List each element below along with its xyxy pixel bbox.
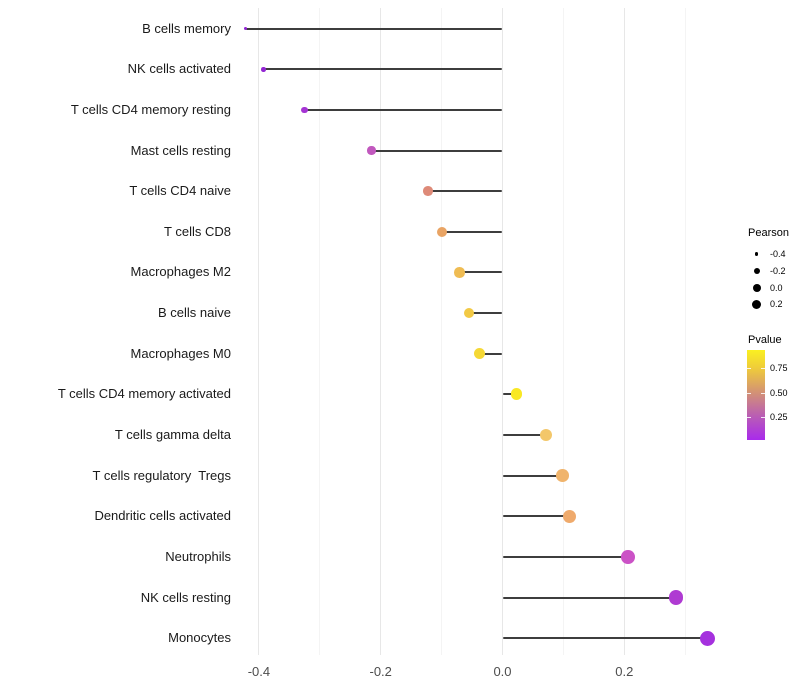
y-axis-label: T cells regulatory Tregs xyxy=(92,467,231,483)
y-axis-label: B cells naive xyxy=(158,305,231,321)
y-axis-label: Neutrophils xyxy=(165,548,231,564)
x-tick-label: 0.0 xyxy=(493,664,512,679)
minor-gridline xyxy=(684,8,686,655)
major-gridline xyxy=(502,8,503,655)
colorbar-tick-right xyxy=(761,392,765,394)
lollipop-stem xyxy=(428,190,503,193)
x-tick-label: -0.4 xyxy=(247,664,271,679)
major-gridline xyxy=(258,8,260,655)
lollipop-stem xyxy=(502,393,517,396)
lollipop-dot xyxy=(540,428,553,442)
y-axis-label: Monocytes xyxy=(168,630,231,646)
lollipop-dot xyxy=(261,66,267,72)
y-axis-label: NK cells activated xyxy=(127,61,231,77)
lollipop-stem xyxy=(263,68,503,71)
lollipop-stem xyxy=(371,149,503,152)
minor-gridline xyxy=(441,8,443,655)
y-axis-label: B cells memory xyxy=(142,20,231,36)
lollipop-dot xyxy=(563,509,576,523)
colorbar-tick-label: 0.75 xyxy=(770,363,788,374)
lollipop-stem xyxy=(502,596,677,599)
colorbar-tick-left xyxy=(747,392,751,394)
size-legend-dot xyxy=(754,252,759,256)
lollipop-stem xyxy=(502,474,563,477)
lollipop-dot xyxy=(301,106,308,114)
colorbar-tick-left xyxy=(747,368,751,370)
lollipop-stem xyxy=(502,555,628,558)
colorbar-tick-left xyxy=(747,417,751,419)
lollipop-stem xyxy=(479,352,503,355)
lollipop-dot xyxy=(700,630,716,646)
size-legend-title: Pearson xyxy=(748,227,789,239)
lollipop-dot xyxy=(473,348,485,360)
y-axis-label: T cells CD4 naive xyxy=(129,183,231,199)
size-legend-dot xyxy=(752,283,761,292)
lollipop-dot xyxy=(621,550,635,564)
minor-gridline xyxy=(562,8,564,655)
y-axis-label: Macrophages M2 xyxy=(130,264,231,280)
size-legend-label: -0.2 xyxy=(770,265,786,276)
size-legend-label: -0.4 xyxy=(770,249,786,259)
lollipop-dot xyxy=(556,469,570,482)
lollipop-stem xyxy=(502,515,570,518)
x-tick-label: 0.2 xyxy=(615,664,634,679)
colorbar-tick-right xyxy=(761,417,765,419)
lollipop-stem xyxy=(469,312,503,315)
x-tick-label: -0.2 xyxy=(369,664,392,679)
lollipop-dot xyxy=(436,226,447,237)
y-axis-label: Macrophages M0 xyxy=(130,345,231,361)
y-axis-label: Dendritic cells activated xyxy=(94,508,231,524)
lollipop-dot xyxy=(454,267,465,278)
major-gridline xyxy=(380,8,382,655)
colorbar-tick-right xyxy=(761,368,765,370)
size-legend-label: 0.2 xyxy=(770,299,783,310)
size-legend-dot xyxy=(751,299,762,310)
y-axis-label: Mast cells resting xyxy=(130,142,231,158)
colorbar-tick-label: 0.50 xyxy=(770,387,788,398)
y-axis-label: T cells CD8 xyxy=(164,223,231,239)
lollipop-stem xyxy=(304,108,503,111)
pvalue-colorbar xyxy=(747,350,765,440)
lollipop-stem xyxy=(502,434,547,436)
lollipop-dot xyxy=(243,26,248,31)
color-legend-title: Pvalue xyxy=(748,334,782,346)
lollipop-dot xyxy=(510,388,523,401)
lollipop-stem xyxy=(459,271,503,274)
lollipop-dot xyxy=(367,146,376,155)
lollipop-stem xyxy=(441,230,503,233)
minor-gridline xyxy=(319,8,321,655)
y-axis-label: T cells CD4 memory resting xyxy=(70,101,231,117)
y-axis-label: T cells CD4 memory activated xyxy=(57,386,231,402)
size-legend-dot xyxy=(753,267,760,274)
size-legend-label: 0.0 xyxy=(770,282,783,293)
colorbar-tick-label: 0.25 xyxy=(770,412,788,423)
lollipop-stem xyxy=(502,637,708,640)
lollipop-dot xyxy=(668,590,684,605)
lollipop-dot xyxy=(463,307,475,319)
lollipop-stem xyxy=(245,27,503,30)
y-axis-label: T cells gamma delta xyxy=(114,427,231,442)
lollipop-dot xyxy=(423,186,433,196)
y-axis-label: NK cells resting xyxy=(140,589,231,605)
